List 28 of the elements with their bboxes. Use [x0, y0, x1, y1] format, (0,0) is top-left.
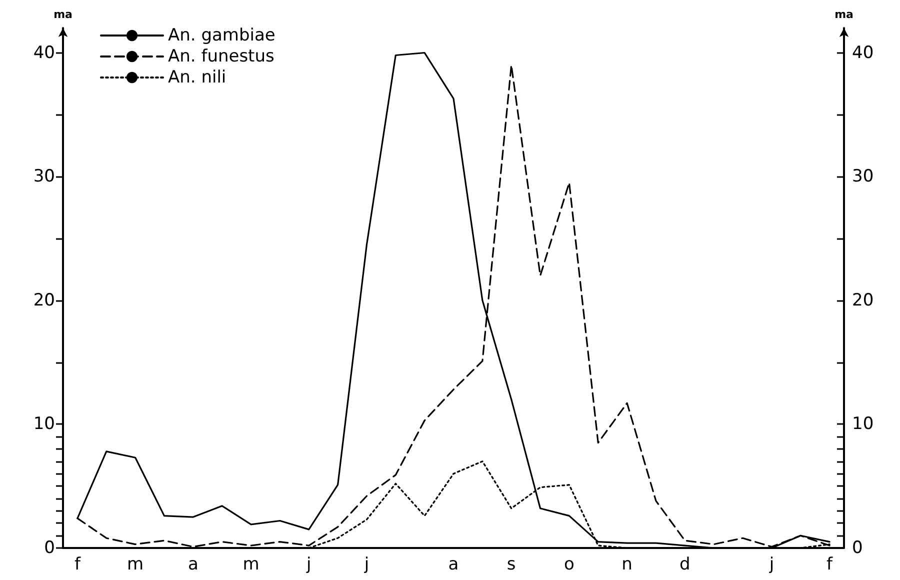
- x-tick-label: j: [363, 554, 370, 574]
- y-tick-label: 30: [33, 166, 55, 187]
- y2-tick-label: 0: [852, 538, 863, 558]
- x-tick-label: f: [74, 554, 82, 574]
- legend-label: An. gambiae: [168, 26, 276, 46]
- x-tick-label: o: [564, 554, 574, 574]
- y2-tick-label: 30: [852, 166, 874, 187]
- y2-tick-label: 20: [852, 290, 874, 310]
- x-tick-label: f: [826, 554, 834, 574]
- x-tick-label: n: [622, 554, 632, 574]
- legend-label: An. nili: [168, 68, 226, 88]
- x-tick-label: a: [188, 554, 198, 574]
- legend-label: An. funestus: [168, 46, 274, 66]
- y-axis-title: ma: [54, 8, 72, 21]
- x-tick-label: j: [768, 554, 774, 574]
- x-tick-label: j: [306, 554, 312, 574]
- x-tick-label: a: [448, 554, 459, 574]
- x-tick-label: d: [680, 554, 690, 574]
- x-tick-label: m: [127, 554, 144, 574]
- y2-tick-label: 10: [852, 414, 874, 434]
- y-tick-label: 20: [33, 290, 55, 310]
- y2-axis-title: ma: [834, 8, 854, 21]
- x-tick-label: s: [506, 554, 516, 574]
- y-tick-label: 10: [33, 414, 55, 434]
- y-tick-label: 40: [33, 42, 55, 63]
- y-tick-label: 0: [44, 538, 55, 558]
- y2-tick-label: 40: [852, 42, 874, 63]
- x-tick-label: m: [242, 554, 260, 574]
